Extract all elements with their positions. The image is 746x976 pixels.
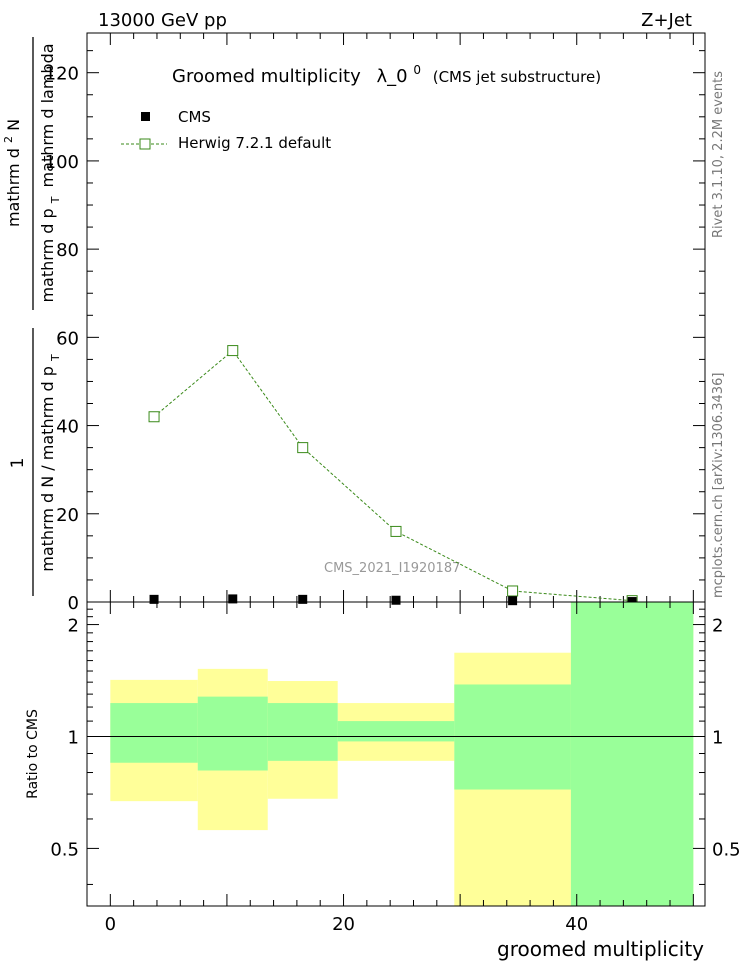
main-axis-ticks (87, 33, 705, 603)
mcplots-label: mcplots.cern.ch [arXiv:1306.3436] (711, 373, 726, 598)
ratio-y-tick-label-left: 2 (68, 616, 79, 637)
main-y-tick-label: 20 (56, 505, 79, 526)
cms-point (228, 594, 238, 604)
ratio-band-1-sigma (454, 684, 571, 790)
title-main: Groomed multiplicity (172, 66, 361, 87)
legend-cms-marker (141, 112, 150, 121)
ratio-tick-labels: 0.5 0.51 12 20 20 40 (50, 616, 740, 935)
title-symbol: λ_0 (377, 66, 408, 87)
main-y-tick-label: 40 (56, 417, 79, 438)
legend-cms-label: CMS (178, 108, 211, 126)
main-y-tick-label: 120 (45, 64, 79, 85)
cms-point (149, 594, 159, 604)
herwig-point (297, 442, 309, 454)
x-axis-label: groomed multiplicity (497, 937, 704, 961)
legend-herwig-marker (139, 138, 151, 150)
main-series-layer (148, 345, 638, 607)
cms-point (298, 594, 308, 604)
process-label: Z+Jet (641, 10, 692, 31)
ratio-band-1-sigma (197, 696, 268, 771)
ratio-band-1-sigma (337, 721, 455, 742)
energy-label: 13000 GeV pp (98, 10, 227, 31)
ratio-y-tick-label-right: 1 (712, 727, 723, 748)
ratio-y-axis-label: Ratio to CMS (25, 709, 41, 799)
ylabel-d2N: mathrm d 2 N (0, 119, 23, 227)
ratio-band-1-sigma (267, 703, 338, 761)
ratio-y-tick-label-left: 1 (68, 727, 79, 748)
herwig-point (148, 411, 160, 423)
cms-point (508, 596, 518, 606)
main-y-axis-label: 1 mathrm d N / mathrm d p T mathrm d 2 N… (0, 37, 63, 596)
x-tick-label: 40 (565, 914, 588, 935)
rivet-label: Rivet 3.1.10, 2.2M events (711, 71, 726, 238)
ratio-band-1-sigma (110, 703, 198, 763)
ylabel-dN-dpT: mathrm d N / mathrm d p T (38, 354, 62, 572)
herwig-line (153, 349, 633, 602)
analysis-watermark: CMS_2021_I1920187 (324, 561, 460, 576)
main-y-tick-label: 60 (56, 328, 79, 349)
herwig-point (507, 585, 519, 597)
ratio-axis-ticks (87, 602, 705, 906)
chart-title: Groomed multiplicity λ_0 0 (CMS jet subs… (172, 58, 601, 87)
herwig-point (390, 525, 402, 537)
main-y-tick-label: 80 (56, 240, 79, 261)
x-tick-label: 20 (332, 914, 355, 935)
title-sup: 0 (413, 63, 421, 77)
main-y-tick-label: 100 (45, 152, 79, 173)
ratio-y-tick-label-right: 2 (712, 616, 723, 637)
herwig-point (227, 345, 239, 357)
ratio-y-tick-label-right: 0.5 (712, 839, 741, 860)
ylabel-dpT-dlambda: mathrm d p T mathrm d lambda (38, 43, 63, 302)
legend-herwig-label: Herwig 7.2.1 default (178, 134, 331, 152)
title-note: (CMS jet substructure) (433, 68, 601, 86)
ratio-y-tick-label-left: 0.5 (50, 839, 79, 860)
cms-point (391, 595, 401, 605)
ratio-bands-layer (110, 602, 694, 906)
main-y-tick-label: 0 (68, 593, 79, 614)
main-y-tick-labels: 0 20 40 60 80 100 120 (45, 64, 79, 614)
x-tick-label: 0 (105, 914, 116, 935)
ylabel-one: 1 (8, 458, 28, 469)
ratio-band-1-sigma (570, 602, 694, 906)
